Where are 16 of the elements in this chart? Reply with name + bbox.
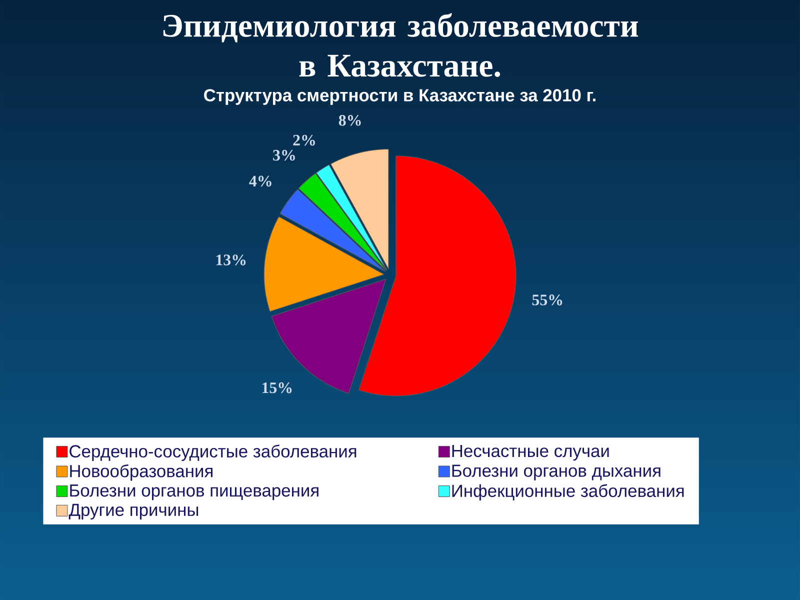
legend-label: Новообразования <box>70 464 212 481</box>
legend-label: Сердечно-сосудистые заболевания <box>70 444 356 461</box>
data-label: 13% <box>216 254 246 266</box>
legend-label: Болезни органов дыхания <box>452 464 660 480</box>
chart-subtitle: Структура смертности в Казахстане за 2010 г. <box>204 89 596 105</box>
chart-title: Эпидемиология заболеваемости в Казахстане. <box>163 13 638 77</box>
data-label: 3% <box>273 150 295 161</box>
data-label: 2% <box>293 134 315 146</box>
data-label: 15% <box>262 382 292 394</box>
data-label: 4% <box>249 176 272 187</box>
data-label: 8% <box>338 115 361 126</box>
legend-label: Другие причины <box>68 504 198 520</box>
legend-label: Несчастные случаи <box>452 444 609 461</box>
legend-label: Болезни органов пищеварения <box>70 484 318 500</box>
legend-label: Инфекционные заболевания <box>452 484 684 501</box>
data-label: 55% <box>532 294 562 306</box>
